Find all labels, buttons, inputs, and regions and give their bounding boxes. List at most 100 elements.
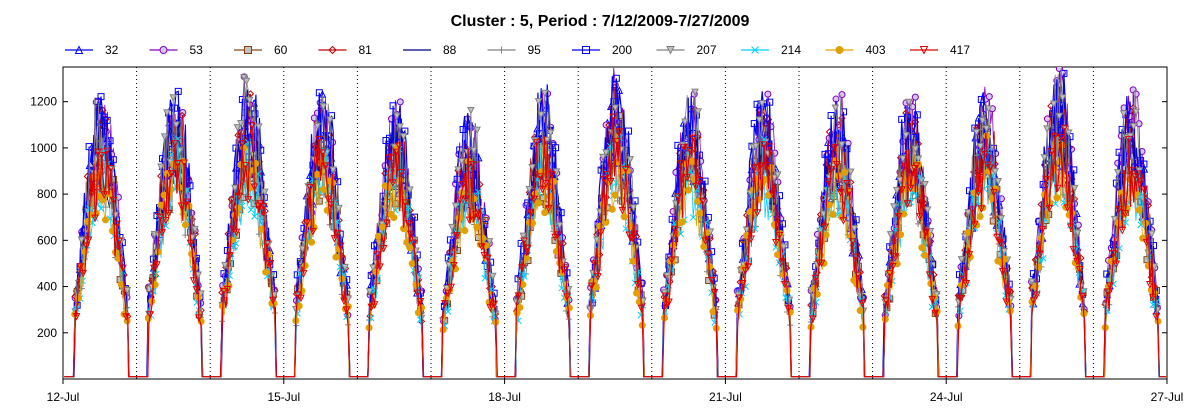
data-point [245, 96, 254, 105]
data-point [1002, 298, 1011, 307]
legend-label: 53 [190, 43, 204, 57]
data-point [827, 166, 835, 174]
data-point [763, 114, 771, 122]
data-point [171, 140, 179, 148]
data-point [297, 294, 305, 303]
data-point [707, 276, 716, 285]
data-point [829, 210, 837, 218]
data-point [996, 239, 1005, 247]
data-point [882, 297, 890, 305]
data-point [625, 127, 633, 135]
legend-marker [74, 45, 84, 54]
data-point [751, 142, 760, 151]
data-point [225, 266, 233, 274]
data-point [474, 188, 482, 196]
data-point [520, 272, 528, 280]
data-point [473, 126, 481, 135]
legend-label: 81 [359, 43, 373, 57]
data-point [164, 209, 173, 218]
data-point [333, 230, 342, 238]
data-point [257, 146, 265, 154]
legend-marker [666, 46, 675, 55]
data-point [1136, 177, 1145, 186]
data-point [611, 191, 619, 199]
legend-label: 200 [612, 43, 632, 57]
data-point [447, 283, 455, 292]
data-point [772, 238, 780, 247]
data-point [676, 159, 685, 168]
data-point [79, 269, 88, 278]
data-point [832, 179, 839, 186]
data-point [465, 122, 473, 130]
data-point [1034, 263, 1042, 271]
legend-item: 214 [741, 43, 801, 57]
data-point [831, 104, 840, 113]
data-point [1070, 166, 1078, 174]
data-point [977, 205, 986, 213]
data-point [471, 210, 480, 219]
data-point [991, 168, 1000, 176]
data-point [194, 271, 203, 280]
data-point [764, 90, 772, 98]
data-point [84, 217, 92, 225]
data-point [894, 213, 903, 221]
data-point [563, 293, 571, 301]
data-point [1109, 250, 1118, 258]
data-point [451, 202, 460, 211]
data-point [238, 140, 246, 148]
data-point [918, 244, 926, 252]
data-point [169, 94, 178, 102]
data-point [620, 213, 628, 221]
data-point [158, 229, 167, 237]
x-tick-label: 21-Jul [709, 390, 742, 404]
data-point [959, 275, 968, 284]
data-point [544, 204, 553, 213]
data-point [921, 251, 929, 259]
data-point [599, 153, 607, 162]
data-point [262, 268, 270, 276]
data-point [523, 244, 532, 253]
y-tick-label: 800 [37, 187, 57, 201]
data-point [416, 297, 425, 306]
data-point [84, 236, 93, 245]
legend-label: 95 [528, 43, 542, 57]
data-point [88, 188, 97, 197]
data-point [839, 217, 848, 225]
data-point [1103, 288, 1112, 296]
data-point [541, 209, 549, 217]
data-point [634, 268, 642, 276]
data-point [813, 290, 821, 298]
data-point [477, 243, 486, 252]
data-point [260, 203, 268, 211]
data-point [1037, 200, 1045, 209]
data-point [231, 184, 239, 193]
data-point [615, 86, 624, 94]
data-point [308, 238, 316, 246]
data-point [232, 144, 240, 152]
data-point [172, 121, 181, 129]
legend-label: 32 [105, 43, 119, 57]
data-point [542, 179, 550, 188]
data-point [251, 213, 258, 220]
data-point [1029, 297, 1038, 305]
data-point [856, 306, 864, 314]
data-point [1132, 108, 1140, 117]
data-point [1005, 288, 1013, 297]
data-point [1036, 250, 1044, 259]
data-point [532, 139, 541, 147]
data-point [192, 254, 200, 262]
data-point [192, 286, 201, 294]
data-point [234, 131, 242, 139]
data-point [1038, 225, 1047, 234]
data-point [457, 158, 466, 166]
data-point [195, 314, 203, 323]
data-point [557, 240, 565, 249]
data-point [631, 197, 639, 205]
data-point [681, 118, 689, 127]
data-point [854, 271, 863, 280]
data-point [326, 116, 334, 125]
data-point [488, 272, 497, 281]
data-point [411, 213, 419, 221]
data-point [327, 201, 335, 209]
data-point [101, 216, 109, 224]
